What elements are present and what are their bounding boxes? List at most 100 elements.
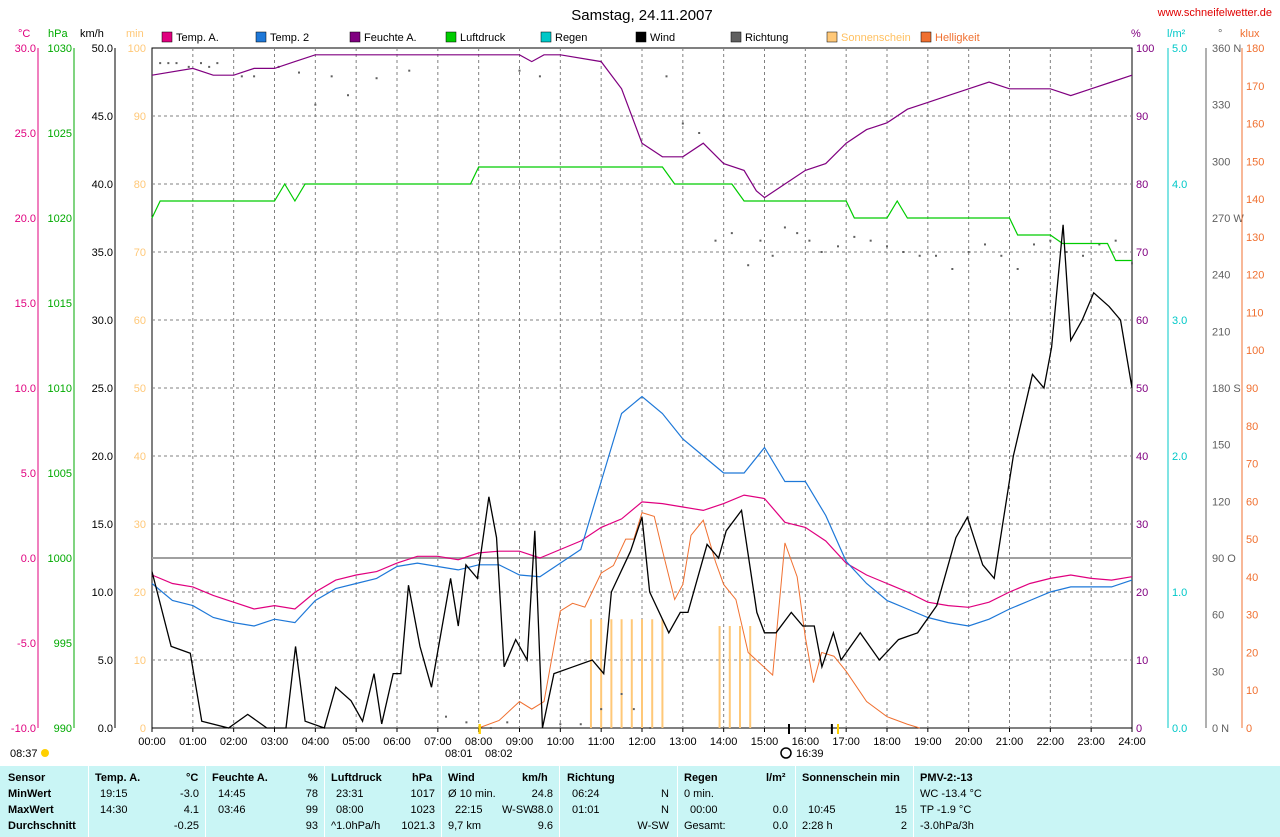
direction-point: [951, 268, 954, 270]
y-tick-label-klux: 30: [1246, 610, 1258, 622]
y-tick-label-klux: 80: [1246, 421, 1258, 433]
mark-label-2: 08:02: [485, 748, 513, 760]
stats-divider: [441, 766, 442, 837]
y-tick-label-kmh: 45.0: [92, 111, 113, 123]
y-tick-label-hpa: 1005: [48, 468, 72, 480]
direction-point: [869, 239, 872, 242]
stats-header-pmv: PMV-2:-13: [920, 772, 973, 784]
direction-point: [1033, 243, 1035, 246]
direction-point: [1131, 262, 1133, 265]
legend-swatch: [920, 31, 932, 43]
direction-point: [167, 62, 170, 65]
unit-min: min: [126, 28, 144, 40]
y-tick-label-kmh: 5.0: [98, 655, 113, 667]
direction-point: [445, 715, 447, 718]
y-tick-label-klux: 50: [1246, 534, 1258, 546]
x-tick-label: 24:00: [1118, 736, 1146, 748]
druck-avg-value: 1021.3: [401, 820, 435, 832]
richtung-max-value: N: [661, 804, 669, 816]
temp-min-value: -3.0: [180, 788, 199, 800]
direction-point: [632, 708, 635, 711]
website-link[interactable]: www.schneifelwetter.de: [1157, 7, 1272, 19]
x-tick-label: 01:00: [179, 736, 207, 748]
y-tick-label-klux: 110: [1246, 307, 1264, 319]
stats-header-wind: Wind: [448, 772, 475, 784]
y-tick-label-rain: 2.0: [1172, 451, 1187, 463]
direction-point: [506, 721, 509, 724]
series-line-luftdruck: [151, 166, 1132, 262]
y-tick-label-pct: 30: [1136, 519, 1148, 531]
stats-header-sensor: Sensor: [8, 772, 46, 784]
y-tick-label-rain: 1.0: [1172, 587, 1187, 599]
pmv-pressure-trend: -3.0hPa/3h: [920, 820, 974, 832]
unit-rain: l/m²: [1167, 28, 1186, 40]
temp-min-time: 19:15: [100, 788, 128, 800]
pmv-windchill: WC -13.4 °C: [920, 788, 982, 800]
x-tick-label: 13:00: [669, 736, 697, 748]
richtung-min-time: 06:24: [572, 788, 600, 800]
y-tick-label-hpa: 1000: [48, 553, 72, 565]
direction-point: [649, 727, 652, 729]
sunrise-label: 08:37: [10, 748, 38, 760]
direction-point: [489, 727, 492, 729]
legend-label: Luftdruck: [460, 32, 506, 44]
direction-point: [714, 239, 717, 242]
y-tick-label-klux: 40: [1246, 572, 1258, 584]
x-tick-label: 11:00: [588, 736, 615, 748]
direction-point: [465, 721, 468, 724]
direction-point: [175, 62, 178, 65]
direction-point: [1114, 239, 1117, 242]
stats-divider: [913, 766, 914, 837]
direction-point: [665, 75, 668, 78]
feuchte-max-time: 03:46: [218, 804, 246, 816]
y-tick-label-klux: 10: [1246, 685, 1258, 697]
x-tick-label: 08:00: [465, 736, 493, 748]
brightness-line: [478, 512, 920, 729]
y-tick-label-pct: 20: [1136, 587, 1148, 599]
legend-label: Wind: [650, 32, 675, 44]
sonne-max-value: 15: [894, 804, 907, 816]
y-tick-label-kmh: 50.0: [92, 43, 113, 55]
y-tick-label-pct: 100: [1136, 43, 1154, 55]
y-tick-label-kmh: 20.0: [92, 451, 113, 463]
legend: Temp. A. Temp. 2 Feuchte A. Luftdruck Regen W…: [161, 31, 980, 44]
direction-point: [681, 122, 684, 125]
legend-label: Helligkeit: [935, 32, 980, 44]
y-tick-label-kmh: 40.0: [92, 179, 113, 191]
y-tick-label-temp: 5.0: [21, 468, 36, 480]
y-tick-label-klux: 150: [1246, 156, 1264, 168]
druck-max-value: 1023: [410, 804, 435, 816]
y-tick-label-klux: 170: [1246, 81, 1264, 93]
direction-point: [759, 239, 762, 242]
sonne-max-time: 10:45: [808, 804, 836, 816]
direction-point: [808, 239, 811, 242]
direction-point: [208, 65, 211, 68]
direction-point: [820, 251, 823, 253]
y-tick-label-hpa: 990: [54, 723, 72, 735]
stats-divider: [324, 766, 325, 837]
x-tick-label: 00:00: [138, 736, 166, 748]
y-tick-label-klux: 20: [1246, 647, 1258, 659]
x-tick-label: 02:00: [220, 736, 248, 748]
y-tick-label-deg: 60: [1212, 610, 1224, 622]
chart-marks: [151, 54, 1133, 734]
richtung-min-value: N: [661, 788, 669, 800]
y-tick-label-pct: 10: [1136, 655, 1148, 667]
y-tick-label-temp: 15.0: [15, 298, 36, 310]
direction-point: [518, 69, 521, 72]
direction-point: [240, 75, 243, 78]
y-tick-label-klux: 140: [1246, 194, 1264, 206]
legend-label: Richtung: [745, 32, 788, 44]
y-tick-label-min: 0: [140, 723, 146, 735]
y-tick-label-klux: 120: [1246, 270, 1264, 282]
y-tick-label-hpa: 1025: [48, 128, 72, 140]
y-tick-label-klux: 70: [1246, 459, 1258, 471]
direction-point: [886, 245, 888, 248]
direction-point: [730, 232, 733, 235]
x-tick-label: 09:00: [506, 736, 534, 748]
legend-swatch: [255, 31, 267, 43]
wind-avg10-value: 24.8: [531, 788, 553, 800]
y-tick-label-deg: 330: [1212, 100, 1230, 112]
stats-divider: [205, 766, 206, 837]
direction-point: [314, 103, 317, 106]
